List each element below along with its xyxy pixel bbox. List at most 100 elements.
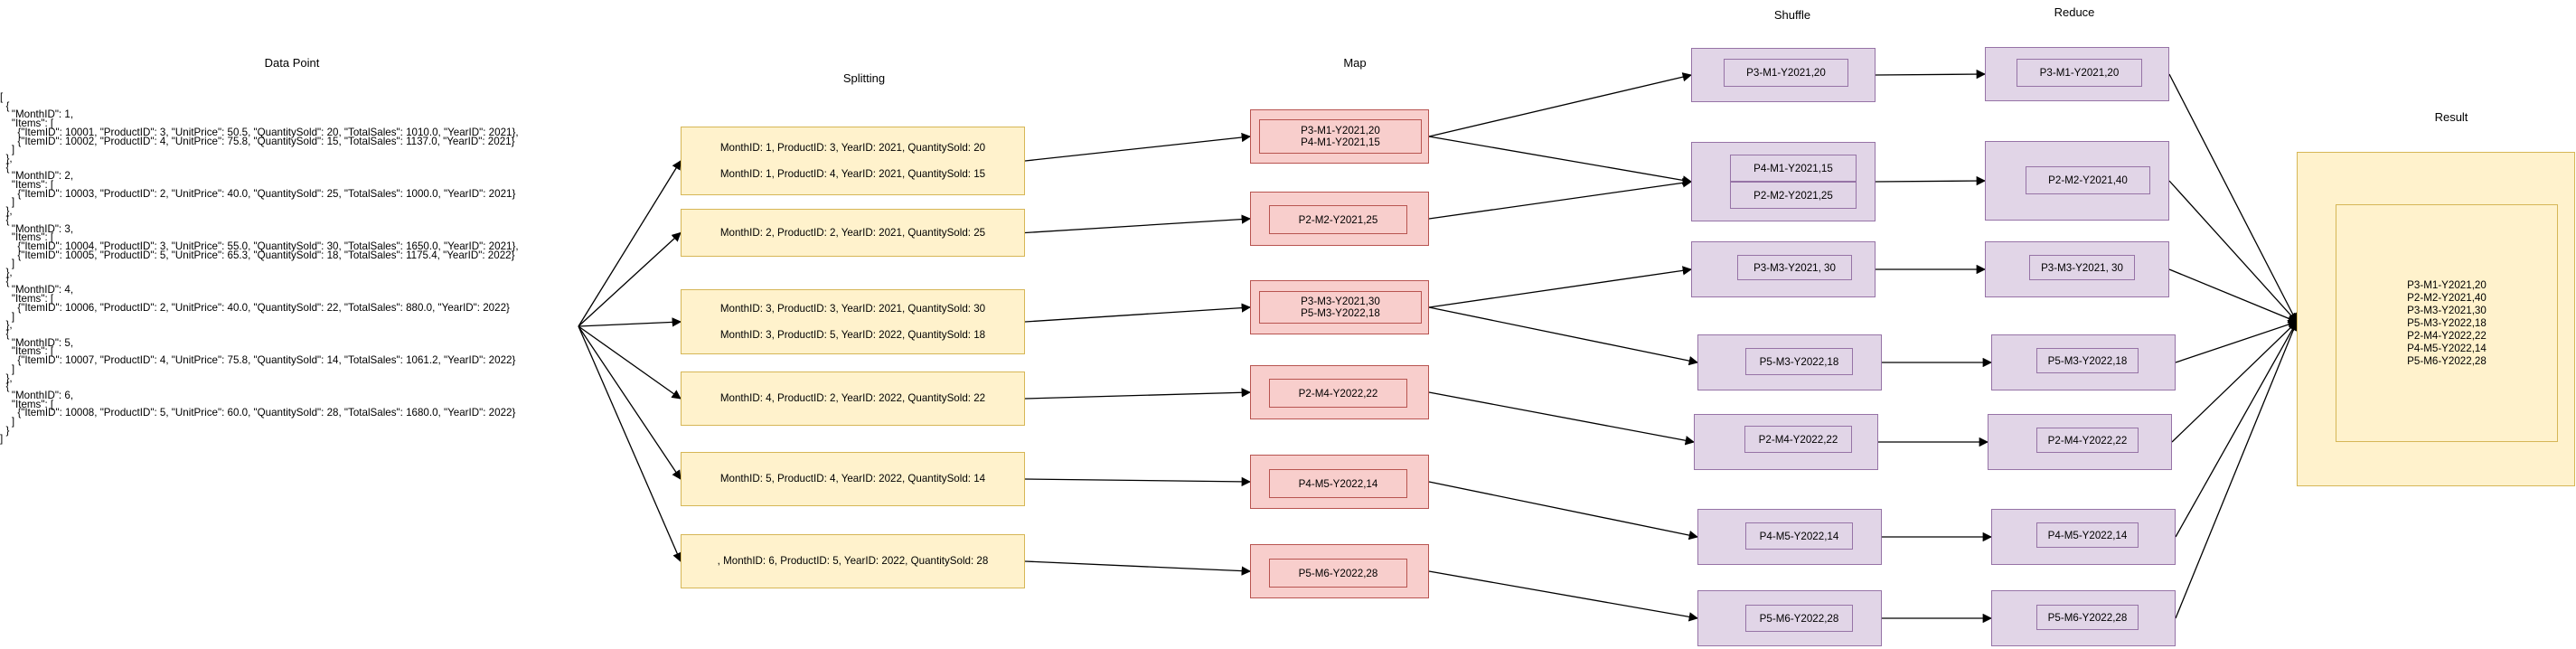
edge-arrow	[1428, 136, 1693, 185]
node-text: P3-M3-Y2021,30	[2407, 304, 2487, 316]
reduce-inner: P4-M5-Y2022,14	[2036, 522, 2139, 548]
node-text: P2-M2-Y2021,25	[1298, 213, 1378, 226]
node-text: P5-M6-Y2022,28	[2047, 611, 2128, 624]
reduce-node: P4-M5-Y2022,14	[1991, 509, 2176, 565]
shuffle-node: P2-M4-Y2022,22	[1694, 414, 1878, 470]
edge-arrow	[2175, 321, 2299, 619]
shuffle-node: P3-M1-Y2021,20	[1691, 48, 1876, 102]
header-shuffle: Shuffle	[1773, 8, 1811, 22]
node-text: P2-M4-Y2022,22	[1298, 387, 1378, 400]
node-text: P3-M1-Y2021,20	[2407, 278, 2487, 291]
edge-arrow	[1428, 570, 1699, 622]
shuffle-inner: P2-M4-Y2022,22	[1744, 426, 1852, 453]
map-node: P3-M3-Y2021,30 P5-M3-Y2022,18	[1250, 280, 1429, 334]
data-point-json: [ { "MonthID": 1, "Items": [ {"ItemID": …	[0, 91, 519, 446]
edge-arrow	[1428, 178, 1693, 220]
edge-arrow	[1024, 132, 1252, 162]
node-text: P2-M2-Y2021,40	[2407, 291, 2487, 304]
result-node: P3-M1-Y2021,20 P2-M2-Y2021,40 P3-M3-Y2021,…	[2297, 152, 2575, 486]
node-text: P3-M3-Y2021, 30	[1753, 261, 1836, 274]
split-line: MonthID: 1, ProductID: 4, YearID: 2021, …	[719, 168, 986, 180]
header-splitting: Splitting	[842, 71, 886, 85]
node-text: P5-M3-Y2022,18	[2407, 316, 2487, 329]
reduce-inner: P2-M2-Y2021,40	[2026, 166, 2150, 194]
shuffle-inner: P3-M1-Y2021,20	[1724, 59, 1848, 87]
reduce-inner: P5-M6-Y2022,28	[2036, 605, 2139, 630]
header-reduce: Reduce	[2054, 5, 2095, 19]
edge-arrow	[578, 231, 682, 327]
edge-arrow	[2168, 73, 2298, 323]
header-data-point: Data Point	[264, 56, 320, 70]
map-inner: P2-M2-Y2021,25	[1269, 205, 1407, 234]
split-node: MonthID: 5, ProductID: 4, YearID: 2022, …	[681, 452, 1025, 506]
map-node: P4-M5-Y2022,14	[1250, 455, 1429, 509]
node-text: P5-M3-Y2022,18	[1759, 355, 1839, 368]
node-text: P4-M5-Y2022,14	[1759, 530, 1839, 542]
map-inner: P2-M4-Y2022,22	[1269, 379, 1407, 408]
shuffle-node: P3-M3-Y2021, 30	[1691, 241, 1876, 297]
split-node: MonthID: 4, ProductID: 2, YearID: 2022, …	[681, 372, 1025, 426]
node-text: P3-M3-Y2021, 30	[2041, 261, 2123, 274]
node-text: P2-M4-Y2022,22	[1758, 433, 1838, 446]
header-result: Result	[2434, 110, 2468, 124]
reduce-node: P5-M3-Y2022,18	[1991, 334, 2176, 390]
shuffle-inner: P5-M3-Y2022,18	[1745, 348, 1853, 375]
header-map: Map	[1343, 56, 1367, 70]
edge-arrow	[1024, 214, 1252, 234]
edge-arrow	[2175, 321, 2298, 538]
shuffle-inner: P2-M2-Y2021,25	[1730, 182, 1857, 209]
node-text: P5-M6-Y2022,28	[1759, 612, 1839, 625]
split-line: MonthID: 4, ProductID: 2, YearID: 2022, …	[719, 392, 986, 404]
node-text: P3-M1-Y2021,20	[2039, 67, 2120, 79]
edge-arrow	[1428, 266, 1693, 308]
shuffle-inner: P4-M1-Y2021,15	[1730, 155, 1857, 182]
node-text: P5-M6-Y2022,28	[2407, 354, 2487, 367]
shuffle-node: P4-M5-Y2022,14	[1697, 509, 1882, 565]
edge-arrow	[1428, 481, 1699, 541]
map-inner: P5-M6-Y2022,28	[1269, 559, 1407, 588]
reduce-inner: P3-M3-Y2021, 30	[2029, 255, 2135, 280]
edge-arrow	[1875, 69, 1987, 80]
shuffle-node: P5-M3-Y2022,18	[1697, 334, 1882, 390]
split-line: MonthID: 3, ProductID: 5, YearID: 2022, …	[719, 329, 986, 341]
map-node: P2-M2-Y2021,25	[1250, 192, 1429, 246]
node-text: P4-M5-Y2022,14	[2407, 342, 2487, 354]
node-text: P4-M5-Y2022,14	[2047, 529, 2128, 541]
shuffle-node: P4-M1-Y2021,15 P2-M2-Y2021,25	[1691, 142, 1876, 221]
map-node: P2-M4-Y2022,22	[1250, 365, 1429, 419]
result-inner: P3-M1-Y2021,20 P2-M2-Y2021,40 P3-M3-Y2021,…	[2336, 204, 2558, 442]
reduce-inner: P5-M3-Y2022,18	[2036, 348, 2139, 373]
edge-arrow	[1428, 306, 1699, 366]
node-text: P4-M1-Y2021,15	[1301, 136, 1380, 148]
reduce-inner: P3-M1-Y2021,20	[2017, 59, 2142, 87]
node-text: P3-M1-Y2021,20	[1301, 125, 1380, 136]
edge-arrow	[2168, 268, 2298, 324]
node-text: P4-M1-Y2021,15	[1753, 162, 1833, 174]
shuffle-inner: P3-M3-Y2021, 30	[1737, 255, 1852, 280]
edge-arrow	[1024, 476, 1252, 487]
node-text: P2-M4-Y2022,22	[2047, 434, 2128, 447]
node-text: P5-M3-Y2022,18	[2047, 354, 2128, 367]
map-node: P3-M1-Y2021,20 P4-M1-Y2021,15	[1250, 109, 1429, 164]
edge-arrow	[1428, 391, 1696, 446]
split-line: MonthID: 3, ProductID: 3, YearID: 2021, …	[719, 303, 986, 315]
node-text: P5-M6-Y2022,28	[1298, 567, 1378, 579]
node-text: P2-M4-Y2022,22	[2407, 329, 2487, 342]
edge-arrow	[578, 325, 682, 400]
edge-arrow	[1024, 388, 1252, 400]
shuffle-node: P5-M6-Y2022,28	[1697, 590, 1882, 646]
node-text: P2-M2-Y2021,40	[2048, 174, 2128, 186]
edge-arrow	[1428, 72, 1693, 137]
map-node: P5-M6-Y2022,28	[1250, 544, 1429, 598]
edge-arrow	[578, 317, 682, 327]
reduce-node: P2-M4-Y2022,22	[1988, 414, 2172, 470]
edge-arrow	[2168, 180, 2298, 323]
edge-arrow	[1024, 560, 1252, 576]
edge-arrow	[2171, 321, 2298, 443]
edge-arrow	[578, 325, 682, 480]
split-line: MonthID: 5, ProductID: 4, YearID: 2022, …	[719, 473, 986, 484]
node-text: P3-M3-Y2021,30	[1301, 296, 1380, 307]
shuffle-inner: P4-M5-Y2022,14	[1745, 522, 1853, 550]
